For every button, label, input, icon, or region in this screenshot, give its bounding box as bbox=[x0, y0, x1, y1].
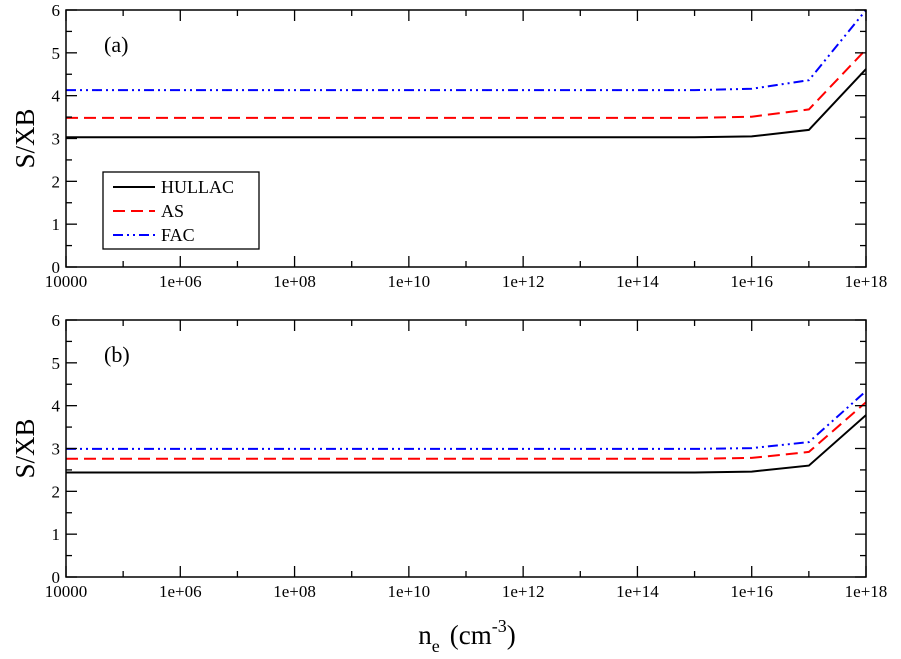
x-tick-label: 1e+06 bbox=[159, 582, 202, 601]
legend-label-hullac: HULLAC bbox=[161, 177, 234, 197]
x-tick-label: 1e+18 bbox=[845, 272, 888, 291]
y-axis-title: S/XB bbox=[10, 108, 40, 168]
series-line-hullac bbox=[66, 68, 866, 139]
x-tick-label: 1e+14 bbox=[616, 582, 659, 601]
y-tick-label: 5 bbox=[52, 354, 61, 373]
y-tick-label: 0 bbox=[52, 258, 61, 277]
y-tick-label: 2 bbox=[52, 482, 61, 501]
series-line-as bbox=[66, 48, 866, 119]
legend-label-fac: FAC bbox=[161, 225, 195, 245]
panel-label: (b) bbox=[104, 342, 130, 367]
y-tick-label: 1 bbox=[52, 525, 61, 544]
series-line-as bbox=[66, 401, 866, 460]
x-axis-title-main: n bbox=[418, 620, 432, 650]
x-tick-label: 10000 bbox=[45, 272, 88, 291]
x-tick-label: 1e+10 bbox=[388, 272, 431, 291]
y-tick-label: 4 bbox=[52, 87, 61, 106]
x-tick-label: 10000 bbox=[45, 582, 88, 601]
y-tick-label: 4 bbox=[52, 397, 61, 416]
y-tick-label: 2 bbox=[52, 172, 61, 191]
x-axis-title-unit-open: (cm bbox=[450, 620, 492, 650]
x-tick-label: 1e+12 bbox=[502, 582, 545, 601]
x-tick-label: 1e+08 bbox=[273, 272, 316, 291]
x-tick-label: 1e+10 bbox=[388, 582, 431, 601]
legend-box bbox=[102, 171, 260, 250]
series-line-fac bbox=[66, 10, 866, 92]
y-axis-title: S/XB bbox=[10, 418, 40, 478]
series-line-hullac bbox=[66, 414, 866, 474]
y-tick-label: 6 bbox=[52, 311, 61, 330]
legend-label-as: AS bbox=[161, 201, 184, 221]
x-axis-title-superscript: -3 bbox=[492, 616, 507, 636]
series-line-fac bbox=[66, 390, 866, 450]
x-axis-title-subscript: e bbox=[432, 636, 440, 656]
x-axis-title: ne (cm-3) bbox=[418, 616, 515, 656]
panel-label: (a) bbox=[104, 32, 128, 57]
x-tick-label: 1e+14 bbox=[616, 272, 659, 291]
y-tick-label: 3 bbox=[52, 440, 61, 459]
y-tick-label: 3 bbox=[52, 130, 61, 149]
y-tick-label: 6 bbox=[52, 1, 61, 20]
x-axis-title-unit-close: ) bbox=[507, 620, 516, 650]
panel-b: 10000 1e+06 1e+08 1e+10 1e+12 1e+14 1e+16 1e+18… bbox=[10, 311, 887, 601]
y-tick-label: 5 bbox=[52, 44, 61, 63]
x-tick-label: 1e+06 bbox=[159, 272, 202, 291]
x-tick-label: 1e+16 bbox=[730, 582, 773, 601]
x-tick-label: 1e+08 bbox=[273, 582, 316, 601]
y-tick-label: 0 bbox=[52, 568, 61, 587]
x-tick-label: 1e+16 bbox=[730, 272, 773, 291]
panel-a: 10000 1e+06 1e+08 1e+10 1e+12 1e+14 1e+16 1e+18… bbox=[10, 1, 887, 291]
y-tick-label: 1 bbox=[52, 215, 61, 234]
x-tick-label: 1e+12 bbox=[502, 272, 545, 291]
x-tick-label: 1e+18 bbox=[845, 582, 888, 601]
